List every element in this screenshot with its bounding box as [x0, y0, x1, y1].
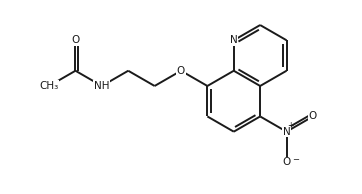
Text: CH₃: CH₃ [39, 81, 59, 91]
Text: NH: NH [94, 81, 110, 91]
Text: −: − [292, 155, 299, 164]
Text: +: + [287, 121, 294, 130]
Text: O: O [71, 35, 80, 45]
Text: N: N [230, 35, 237, 45]
Text: O: O [309, 111, 317, 121]
Text: O: O [177, 66, 185, 76]
Text: N: N [283, 127, 290, 137]
Text: O: O [282, 157, 291, 167]
